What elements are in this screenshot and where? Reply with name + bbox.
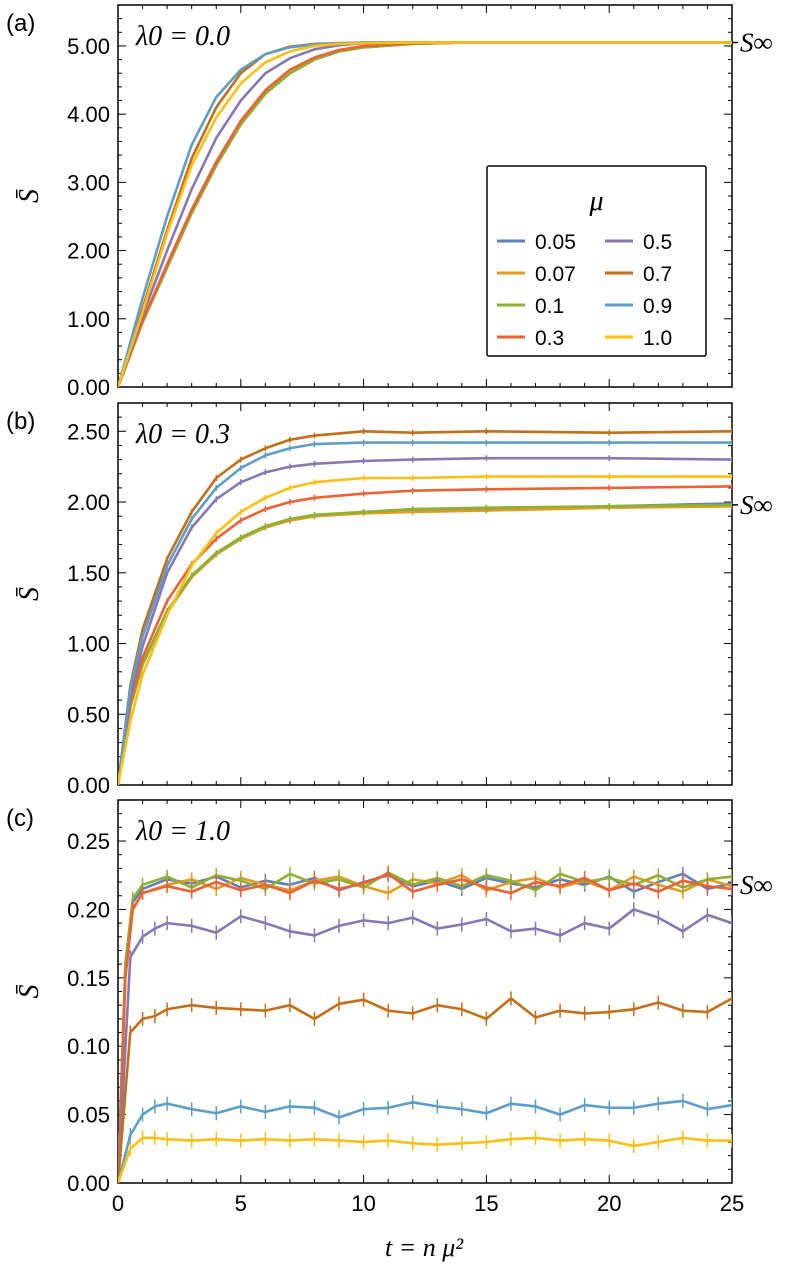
y-tick-label: 2.00 [67, 239, 110, 264]
series-line-mu-1.0 [118, 475, 732, 785]
series-group [118, 41, 732, 387]
plot-frame [117, 799, 733, 1184]
x-tick-label: 15 [474, 1191, 498, 1216]
panel-label: (b) [6, 408, 35, 435]
series-line-mu-1.0 [118, 41, 732, 387]
y-tick-label: 0.10 [67, 1034, 110, 1059]
x-axis-title: t = n μ² [385, 1233, 464, 1262]
y-tick-label: 4.00 [67, 102, 110, 127]
series-line-mu-0.9 [118, 1099, 732, 1183]
series-line-mu-0.5 [118, 908, 732, 1183]
series-line-mu-0.3 [118, 872, 732, 1183]
y-tick-label: 0.15 [67, 966, 110, 991]
x-tick-label: 20 [597, 1191, 621, 1216]
legend-box [486, 165, 707, 357]
legend: μ 0.05 0.5 0.07 0.7 0.1 0.9 0.3 1.0 [486, 165, 707, 357]
legend-entry-label: 0.9 [643, 295, 672, 318]
series-line-mu-0.9 [118, 441, 732, 785]
y-tick-label: 0.00 [67, 773, 110, 798]
lambda-annotation: λ0 = 0.3 [135, 419, 230, 450]
y-tick-label: 3.00 [67, 170, 110, 195]
y-tick-label: 5.00 [67, 34, 110, 59]
legend-entry-label: 0.3 [535, 327, 564, 350]
legend-entry-label: 0.05 [535, 231, 576, 254]
y-axis-title: S̄ [14, 985, 45, 999]
y-tick-label: 2.00 [67, 490, 110, 515]
series-line-mu-0.7 [118, 997, 732, 1183]
y-tick-label: 0.00 [67, 375, 110, 400]
x-tick-label: 0 [112, 1191, 124, 1216]
lambda-annotation: λ0 = 0.0 [135, 21, 230, 52]
plot-frame [117, 402, 733, 786]
y-tick-label: 0.50 [67, 702, 110, 727]
legend-entry-label: 0.5 [643, 231, 672, 254]
chart-panel-1: 0.00 1.00 2.00 3.00 4.00 5.00 S̄ (a) λ0 = 0.0 S∞ μ… [6, 4, 773, 400]
series-line-mu-0.1 [118, 871, 732, 1183]
y-axis-title: S̄ [14, 587, 45, 601]
legend-title: μ [588, 186, 603, 217]
series-line-mu-0.7 [118, 429, 732, 785]
series-line-mu-0.05 [118, 872, 732, 1183]
panel-label: (c) [6, 805, 34, 832]
chart-panel-2: 0.00 0.50 1.00 1.50 2.00 2.50 S̄ (b) λ0 = 0.3 S∞ [6, 402, 773, 798]
y-tick-label: 2.50 [67, 419, 110, 444]
y-tick-label: 0.20 [67, 897, 110, 922]
y-tick-label: 1.50 [67, 561, 110, 586]
y-tick-label: 0.25 [67, 829, 110, 854]
y-axis-title: S̄ [14, 189, 45, 203]
series-line-mu-1.0 [118, 1136, 732, 1183]
x-tick-label: 10 [351, 1191, 375, 1216]
panel-label: (a) [6, 10, 35, 37]
s-inf-label: S∞ [740, 490, 773, 520]
series-group [118, 865, 732, 1183]
x-tick-label: 5 [235, 1191, 247, 1216]
series-group [118, 428, 732, 785]
series-line-mu-0.07 [118, 504, 732, 785]
chart-panel-3: 0 5 10 15 20 25 0.00 0.05 0.10 0.15 0.20 0.25 S̄ (c) λ… [6, 799, 773, 1216]
y-tick-label: 1.00 [67, 632, 110, 657]
legend-entry-label: 1.0 [643, 327, 672, 350]
s-inf-label: S∞ [740, 870, 773, 900]
s-inf-label: S∞ [740, 28, 773, 58]
y-tick-label: 1.00 [67, 307, 110, 332]
y-tick-label: 0.00 [67, 1171, 110, 1196]
y-tick-label: 0.05 [67, 1103, 110, 1128]
lambda-annotation: λ0 = 1.0 [135, 816, 230, 847]
legend-entry-label: 0.07 [535, 263, 576, 286]
series-line-mu-0.07 [118, 873, 732, 1183]
legend-entry-label: 0.7 [643, 263, 672, 286]
series-line-mu-0.3 [118, 485, 732, 785]
x-tick-label: 25 [720, 1191, 744, 1216]
legend-entry-label: 0.1 [535, 295, 564, 318]
